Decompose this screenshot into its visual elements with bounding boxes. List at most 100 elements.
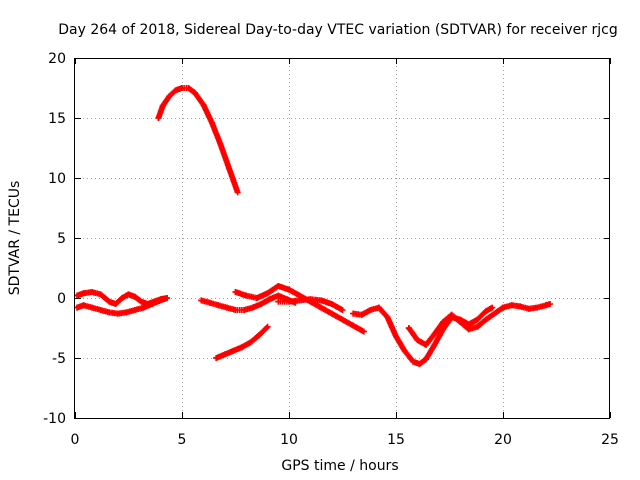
data-point — [525, 305, 532, 312]
data-point — [119, 295, 126, 301]
data-point — [215, 302, 222, 309]
data-point — [258, 301, 265, 307]
data-point — [217, 141, 224, 148]
data-point — [360, 328, 367, 335]
data-point — [393, 333, 399, 340]
x-tick-label: 0 — [71, 432, 80, 448]
data-point — [232, 307, 239, 313]
series-trace — [155, 85, 241, 194]
data-point — [138, 298, 145, 305]
data-point — [474, 316, 481, 323]
data-point — [401, 347, 408, 354]
data-point — [140, 304, 147, 311]
data-point — [241, 307, 248, 313]
data-point — [230, 347, 237, 354]
data-point — [414, 337, 421, 343]
data-point — [264, 290, 271, 297]
data-point — [179, 85, 185, 91]
data-point — [221, 351, 228, 358]
data-point — [489, 304, 496, 311]
data-point — [125, 291, 132, 298]
data-point — [131, 307, 138, 313]
data-point — [223, 304, 230, 311]
data-point — [159, 103, 166, 109]
data-point — [275, 298, 282, 305]
data-point — [350, 310, 357, 317]
data-point — [440, 326, 447, 333]
y-tick-label: 15 — [48, 111, 66, 127]
y-tick-label: 20 — [48, 51, 66, 67]
data-point — [491, 310, 498, 317]
data-point — [405, 325, 412, 331]
data-point — [440, 319, 447, 325]
data-point — [465, 326, 472, 333]
data-point — [185, 85, 192, 91]
data-point — [448, 311, 455, 318]
data-point — [166, 93, 173, 100]
y-tick-label: -5 — [52, 351, 66, 367]
series-arc-9 — [405, 301, 554, 348]
y-tick-label: 10 — [48, 171, 66, 187]
data-point — [131, 293, 138, 300]
data-point — [275, 292, 282, 299]
data-point — [234, 189, 241, 196]
data-point — [200, 101, 207, 108]
series-arc-7 — [275, 296, 346, 313]
data-point — [198, 297, 205, 304]
data-point — [286, 298, 292, 305]
data-point — [226, 165, 233, 172]
data-point — [112, 301, 119, 307]
series-trace — [213, 324, 270, 361]
data-point — [172, 87, 179, 94]
data-point — [367, 307, 374, 313]
series-arc-8 — [350, 304, 496, 367]
series-arc-2 — [74, 295, 171, 317]
data-point — [97, 291, 104, 298]
data-point — [249, 304, 256, 311]
data-point — [307, 296, 314, 303]
data-point — [318, 297, 325, 304]
data-point — [517, 303, 524, 310]
data-point — [238, 344, 245, 351]
data-point — [422, 356, 429, 363]
data-point — [482, 308, 489, 315]
data-point — [247, 339, 254, 346]
data-point — [431, 331, 438, 337]
data-point — [500, 304, 506, 311]
data-point — [80, 290, 87, 297]
data-point — [474, 323, 481, 330]
data-point — [384, 314, 391, 321]
data-point — [106, 309, 113, 316]
y-tick-label: 5 — [57, 231, 66, 247]
data-point — [296, 297, 303, 304]
chart-title: Day 264 of 2018, Sidereal Day-to-day VTE… — [58, 22, 617, 38]
data-point — [191, 89, 198, 96]
data-point — [208, 119, 215, 126]
data-point — [431, 341, 438, 348]
data-point — [74, 304, 81, 311]
y-axis-label: SDTVAR / TECUs — [7, 181, 23, 296]
data-point — [256, 332, 263, 339]
data-point — [114, 310, 121, 317]
data-point — [155, 115, 162, 121]
data-point — [547, 301, 554, 307]
x-tick-label: 15 — [387, 432, 405, 448]
data-point — [318, 304, 325, 311]
data-point — [375, 304, 382, 311]
data-point — [89, 289, 96, 295]
data-point — [275, 283, 282, 289]
data-point — [542, 302, 549, 309]
data-point — [264, 323, 271, 330]
data-point — [534, 304, 541, 311]
data-point — [206, 299, 213, 306]
x-tick-label: 5 — [178, 432, 187, 448]
data-point — [457, 319, 464, 325]
y-tick-label: -10 — [43, 411, 66, 427]
data-point — [358, 311, 365, 318]
series-arc-6 — [213, 323, 271, 361]
data-point — [339, 316, 346, 323]
data-point — [350, 322, 357, 329]
plot-border — [74, 58, 610, 419]
data-series — [74, 85, 554, 367]
data-point — [232, 289, 239, 295]
